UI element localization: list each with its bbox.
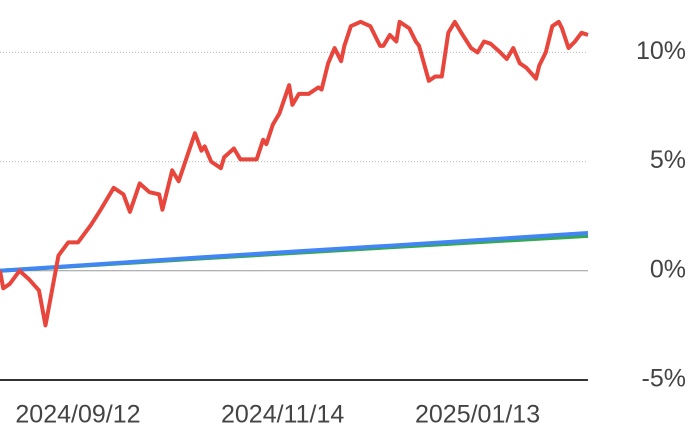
x-tick-label: 2025/01/13 — [415, 401, 540, 429]
y-tick-label: 10% — [636, 37, 686, 65]
y-tick-label: 0% — [650, 255, 686, 283]
y-tick-label: -5% — [642, 365, 686, 393]
x-tick-label: 2024/09/12 — [15, 401, 140, 429]
series-line — [0, 19, 589, 328]
x-tick-label: 2024/11/14 — [221, 401, 344, 429]
y-tick-label: 5% — [650, 146, 686, 174]
series-line — [0, 231, 589, 273]
